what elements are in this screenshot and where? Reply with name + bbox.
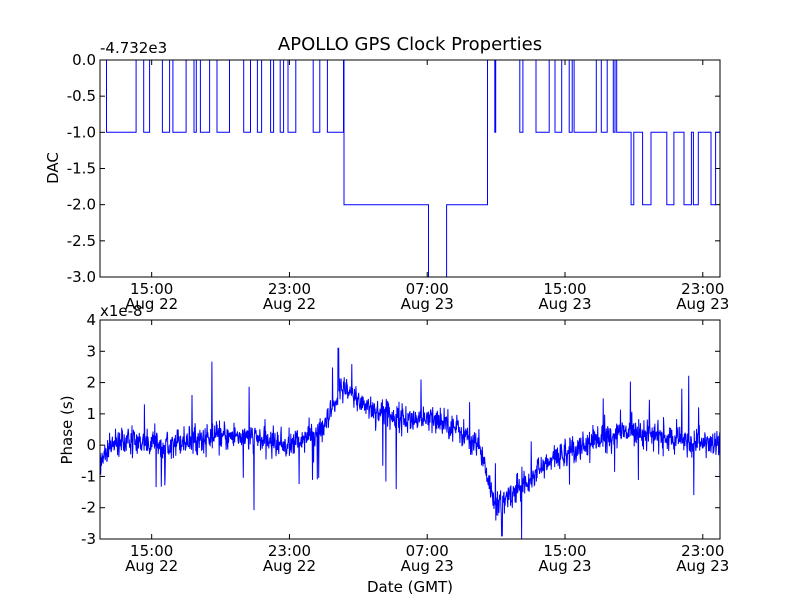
- dac-x-tick-date: Aug 23: [538, 295, 591, 313]
- dac-y-tick-label: -2.0: [67, 196, 96, 214]
- dac-y-tick-label: -1.0: [67, 123, 96, 141]
- dac-x-tick-time: 23:00: [681, 280, 724, 298]
- dac-x-tick-date: Aug 22: [125, 295, 178, 313]
- dac-y-tick-label: -2.5: [67, 232, 96, 250]
- phase-plot-frame: [99, 319, 721, 540]
- dac-x-tick-time: 15:00: [130, 280, 173, 298]
- phase-y-tick-label: 0: [86, 436, 96, 454]
- dac-x-tick-date: Aug 23: [401, 295, 454, 313]
- dac-x-tick-time: 23:00: [268, 280, 311, 298]
- phase-x-tick-date: Aug 23: [401, 557, 454, 575]
- dac-y-tick-label: -3.0: [67, 268, 96, 286]
- phase-x-tick-date: Aug 23: [676, 557, 729, 575]
- dac-x-tick-date: Aug 23: [676, 295, 729, 313]
- phase-y-tick-label: -2: [81, 499, 96, 517]
- dac-plot-frame: [99, 59, 721, 278]
- phase-y-tick-label: 1: [86, 405, 96, 423]
- dac-x-tick-time: 15:00: [543, 280, 586, 298]
- dac-y-tick-label: -1.5: [67, 160, 96, 178]
- phase-x-tick-time: 15:00: [543, 542, 586, 560]
- phase-offset-label: x1e-8: [100, 302, 143, 320]
- dac-y-axis-label: DAC: [44, 152, 62, 184]
- dac-panel: APOLLO GPS Clock Properties -4.732e3 DAC…: [44, 34, 729, 313]
- phase-y-axis-label: Phase (s): [58, 395, 76, 464]
- dac-x-tick-date: Aug 22: [263, 295, 316, 313]
- phase-x-tick-time: 23:00: [268, 542, 311, 560]
- phase-panel: x1e-8 Phase (s) Date (GMT) 4 3 2 1 0 -1 -2 -3 1…: [58, 302, 729, 596]
- phase-x-tick-time: 07:00: [406, 542, 449, 560]
- dac-y-tick-label: -0.5: [67, 87, 96, 105]
- phase-x-tick-date: Aug 22: [125, 557, 178, 575]
- chart-title: APOLLO GPS Clock Properties: [278, 34, 542, 55]
- phase-y-tick-label: -3: [81, 530, 96, 548]
- phase-x-tick-date: Aug 23: [538, 557, 591, 575]
- phase-x-tick-time: 23:00: [681, 542, 724, 560]
- dac-x-tick-time: 07:00: [406, 280, 449, 298]
- phase-y-tick-label: -1: [81, 467, 96, 485]
- phase-y-tick-label: 4: [86, 311, 96, 329]
- dac-y-ticks: 0.0 -0.5 -1.0 -1.5 -2.0 -2.5 -3.0: [67, 51, 720, 286]
- phase-series-line: [99, 347, 721, 540]
- phase-x-tick-date: Aug 22: [263, 557, 316, 575]
- phase-y-ticks: 4 3 2 1 0 -1 -2 -3: [81, 311, 720, 548]
- dac-offset-label: -4.732e3: [100, 39, 167, 57]
- phase-x-axis-label: Date (GMT): [367, 578, 453, 596]
- phase-y-tick-label: 2: [86, 374, 96, 392]
- phase-y-tick-label: 3: [86, 342, 96, 360]
- dac-y-tick-label: 0.0: [72, 51, 96, 69]
- phase-x-tick-time: 15:00: [130, 542, 173, 560]
- dac-series-line: [100, 59, 720, 278]
